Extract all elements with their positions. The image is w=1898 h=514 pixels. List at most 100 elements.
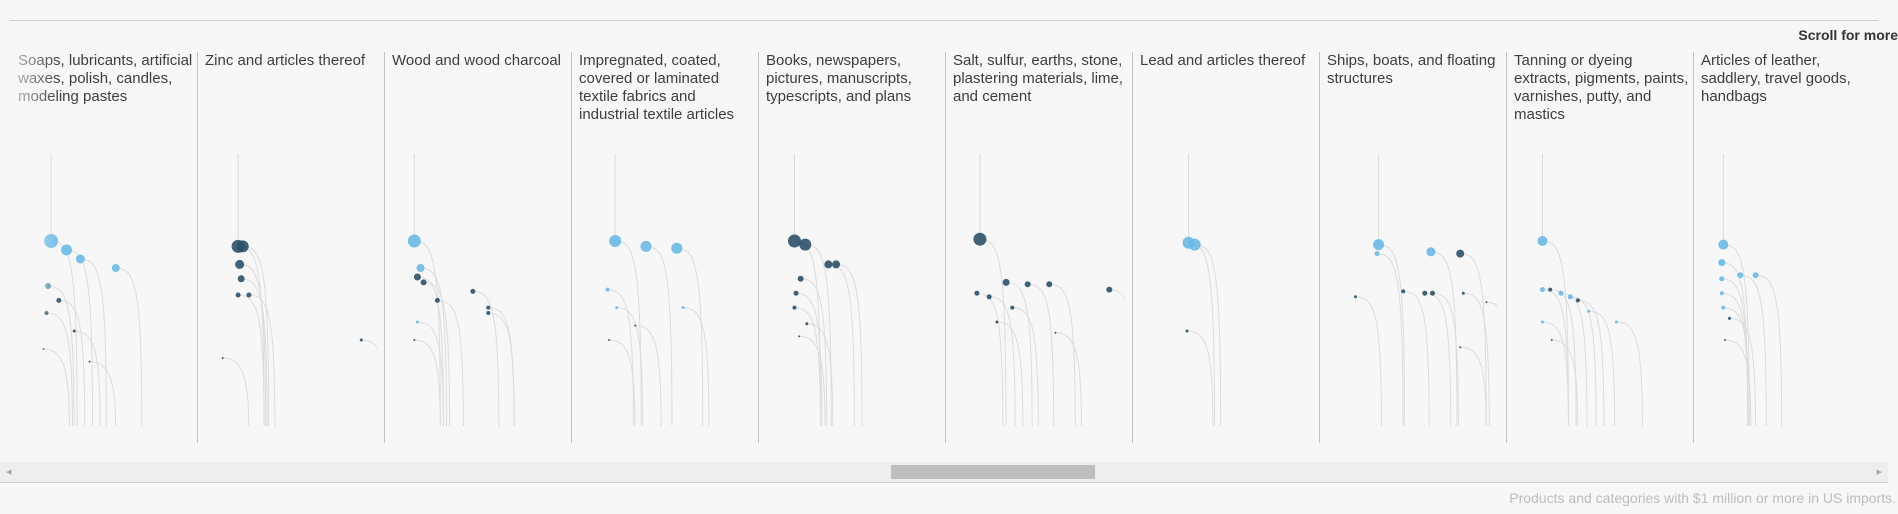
data-point[interactable] bbox=[72, 329, 76, 333]
branch-curve bbox=[609, 339, 636, 427]
data-point[interactable] bbox=[805, 322, 809, 326]
data-point[interactable] bbox=[605, 287, 610, 292]
data-point[interactable] bbox=[1485, 301, 1488, 304]
data-point[interactable] bbox=[974, 290, 980, 296]
data-point[interactable] bbox=[824, 260, 833, 269]
scatter-plot bbox=[1182, 154, 1222, 427]
data-point[interactable] bbox=[1719, 276, 1725, 282]
data-point[interactable] bbox=[1539, 287, 1545, 293]
data-point[interactable] bbox=[1548, 287, 1553, 292]
data-point[interactable] bbox=[434, 297, 440, 303]
branch-curve bbox=[1355, 296, 1382, 427]
data-point[interactable] bbox=[1024, 281, 1031, 288]
data-point[interactable] bbox=[797, 275, 804, 282]
data-point[interactable] bbox=[1188, 238, 1201, 251]
data-point[interactable] bbox=[1054, 331, 1057, 334]
data-point[interactable] bbox=[1459, 346, 1462, 349]
scroll-right-icon[interactable]: ▸ bbox=[1876, 466, 1882, 478]
chart-panel: Zinc and articles thereof bbox=[197, 52, 384, 443]
data-point[interactable] bbox=[1353, 295, 1357, 299]
data-point[interactable] bbox=[634, 324, 637, 327]
data-point[interactable] bbox=[995, 320, 999, 324]
scroll-thumb[interactable] bbox=[891, 465, 1095, 479]
data-point[interactable] bbox=[1461, 291, 1465, 295]
data-point[interactable] bbox=[1575, 298, 1580, 303]
data-point[interactable] bbox=[88, 360, 91, 363]
branch-curve bbox=[417, 321, 444, 427]
data-point[interactable] bbox=[1374, 251, 1380, 257]
data-point[interactable] bbox=[640, 240, 652, 252]
data-point[interactable] bbox=[1723, 339, 1726, 341]
panel-separator bbox=[1319, 52, 1320, 443]
data-point[interactable] bbox=[486, 311, 491, 315]
data-point[interactable] bbox=[1550, 339, 1553, 341]
data-point[interactable] bbox=[1587, 309, 1591, 313]
scatter-plot bbox=[221, 153, 377, 427]
data-point[interactable] bbox=[359, 338, 363, 342]
data-point[interactable] bbox=[413, 339, 416, 341]
data-point[interactable] bbox=[793, 290, 799, 296]
branch-curve bbox=[414, 339, 441, 427]
data-point[interactable] bbox=[1002, 278, 1010, 286]
data-point[interactable] bbox=[1752, 272, 1759, 279]
data-point[interactable] bbox=[799, 238, 812, 251]
data-point[interactable] bbox=[1727, 316, 1731, 320]
data-point[interactable] bbox=[1106, 286, 1113, 293]
panel-title: Ships, boats, and floating structures bbox=[1327, 52, 1496, 87]
data-point[interactable] bbox=[1010, 305, 1015, 310]
data-point[interactable] bbox=[787, 234, 801, 248]
data-point[interactable] bbox=[1737, 272, 1744, 279]
data-point[interactable] bbox=[1558, 290, 1564, 296]
data-point[interactable] bbox=[61, 244, 72, 256]
data-point[interactable] bbox=[1614, 320, 1618, 324]
data-point[interactable] bbox=[235, 259, 245, 269]
data-point[interactable] bbox=[986, 294, 992, 300]
data-point[interactable] bbox=[671, 242, 683, 254]
data-point[interactable] bbox=[246, 292, 252, 298]
data-point[interactable] bbox=[75, 254, 85, 264]
data-point[interactable] bbox=[1718, 239, 1729, 250]
data-point[interactable] bbox=[615, 306, 619, 310]
branch-curve bbox=[115, 267, 143, 427]
data-point[interactable] bbox=[486, 305, 491, 310]
scroll-left-icon[interactable]: ◂ bbox=[6, 466, 12, 478]
data-point[interactable] bbox=[681, 306, 685, 310]
branch-curve bbox=[976, 292, 1004, 427]
data-point[interactable] bbox=[470, 288, 476, 294]
data-point[interactable] bbox=[235, 292, 241, 298]
data-point[interactable] bbox=[415, 320, 419, 324]
data-point[interactable] bbox=[1426, 247, 1436, 257]
data-point[interactable] bbox=[1540, 320, 1544, 324]
data-point[interactable] bbox=[420, 279, 427, 286]
data-point[interactable] bbox=[416, 264, 425, 272]
data-point[interactable] bbox=[1721, 305, 1726, 310]
data-point[interactable] bbox=[1401, 289, 1406, 294]
branch-curve bbox=[1432, 292, 1459, 427]
data-point[interactable] bbox=[609, 235, 622, 247]
data-point[interactable] bbox=[221, 357, 224, 359]
data-point[interactable] bbox=[1718, 259, 1726, 267]
data-point[interactable] bbox=[832, 260, 841, 269]
data-point[interactable] bbox=[236, 240, 249, 253]
data-point[interactable] bbox=[1185, 329, 1189, 333]
data-point[interactable] bbox=[237, 275, 245, 283]
data-point[interactable] bbox=[111, 264, 120, 272]
data-point[interactable] bbox=[413, 273, 421, 281]
data-point[interactable] bbox=[973, 232, 987, 246]
data-point[interactable] bbox=[1567, 294, 1573, 300]
data-point[interactable] bbox=[1422, 290, 1428, 296]
panel-title: Wood and wood charcoal bbox=[392, 52, 561, 69]
data-point[interactable] bbox=[1456, 249, 1465, 258]
data-point[interactable] bbox=[1046, 281, 1053, 288]
data-point[interactable] bbox=[798, 335, 801, 338]
data-point[interactable] bbox=[792, 305, 797, 310]
data-point[interactable] bbox=[407, 234, 421, 248]
panel-separator bbox=[384, 52, 385, 443]
data-point[interactable] bbox=[1429, 290, 1435, 296]
data-point[interactable] bbox=[1537, 236, 1548, 246]
panel-strip[interactable]: Soaps, lubricants, artificial waxes, pol… bbox=[0, 52, 1898, 443]
data-point[interactable] bbox=[608, 339, 611, 341]
data-point[interactable] bbox=[1373, 239, 1385, 251]
horizontal-scrollbar[interactable]: ◂ ▸ bbox=[0, 462, 1888, 483]
data-point[interactable] bbox=[1719, 291, 1724, 296]
